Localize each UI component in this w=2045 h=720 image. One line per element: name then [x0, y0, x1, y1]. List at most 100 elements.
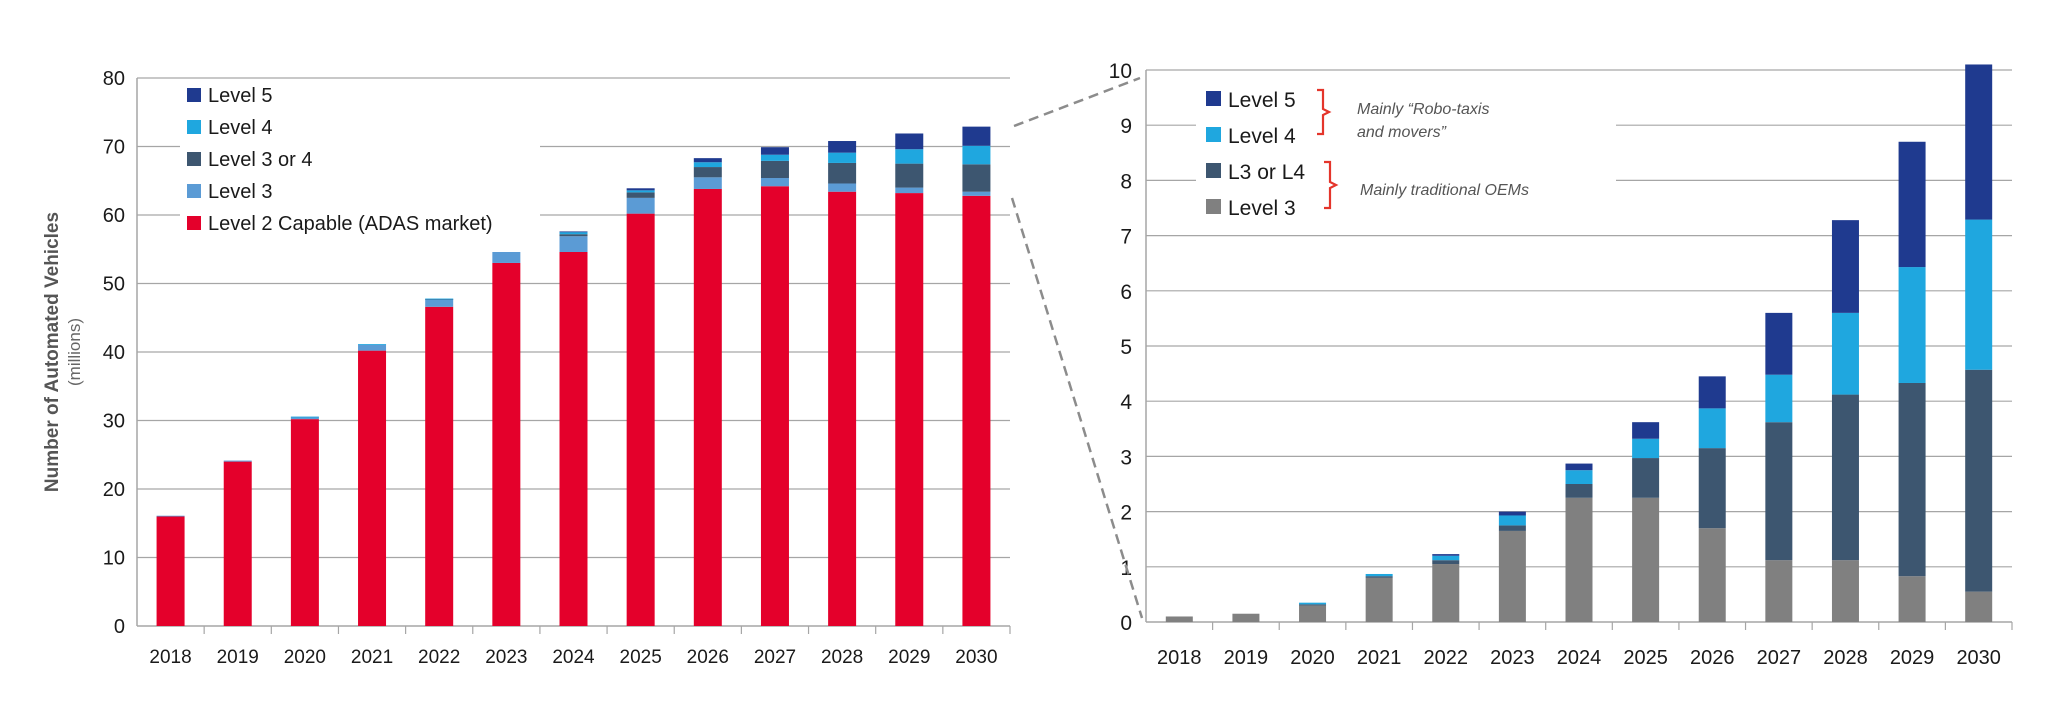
right-bar-level-3: [1898, 576, 1926, 622]
left-bar-level-4: [828, 152, 857, 163]
right-legend-swatch: [1206, 127, 1221, 142]
right-y-tick-label: 8: [1120, 170, 1132, 193]
left-bar-level-2-capable-adas-market: [492, 262, 521, 626]
left-bar-level-2-capable-adas-market: [358, 350, 387, 626]
right-bar-l3-or-l4: [1898, 382, 1926, 577]
left-y-tick-label: 30: [103, 411, 125, 433]
right-bar-level-5: [1432, 554, 1460, 556]
right-y-tick-label: 9: [1120, 115, 1132, 138]
right-y-tick-label: 0: [1120, 612, 1132, 635]
right-bar-level-4: [1698, 408, 1726, 449]
left-bar-level-3: [895, 187, 924, 194]
right-x-tick-label: 2023: [1490, 647, 1535, 669]
left-x-tick-label: 2028: [821, 647, 863, 668]
right-bar-level-3: [1365, 577, 1393, 622]
left-bar-level-2-capable-adas-market: [223, 461, 252, 626]
left-bar-level-3-or-4: [760, 160, 789, 179]
left-y-tick-label: 60: [103, 205, 125, 227]
right-bar-level-5: [1632, 422, 1660, 439]
right-y-tick-label: 6: [1120, 281, 1132, 304]
right-x-tick-label: 2027: [1757, 647, 1802, 669]
bracket-oem: [1324, 160, 1339, 210]
right-x-tick-label: 2019: [1224, 647, 1269, 669]
left-bar-level-2-capable-adas-market: [425, 306, 454, 626]
left-bar-level-5: [559, 231, 588, 233]
left-bar-level-3: [156, 515, 185, 517]
bracket-robotaxi: [1317, 88, 1332, 136]
left-y-tick-label: 0: [114, 616, 125, 638]
left-x-tick-label: 2022: [418, 647, 460, 668]
right-bar-level-3: [1765, 560, 1793, 622]
left-legend-swatch: [187, 184, 201, 198]
left-bar-level-4: [693, 162, 722, 168]
right-y-tick-label: 5: [1120, 336, 1132, 359]
right-bar-l3-or-l4: [1432, 560, 1460, 565]
right-bar-level-5: [1765, 312, 1793, 375]
right-y-tick-label: 4: [1120, 391, 1132, 414]
left-bar-level-3-or-4: [559, 234, 588, 237]
right-x-tick-label: 2020: [1290, 647, 1335, 669]
right-y-tick-label: 10: [1109, 60, 1132, 83]
right-bar-level-4: [1632, 438, 1660, 459]
left-x-tick-label: 2027: [754, 647, 796, 668]
annotation-robotaxi-line2: and movers”: [1357, 124, 1447, 141]
left-bar-level-4: [760, 154, 789, 161]
right-bar-l3-or-l4: [1632, 458, 1660, 498]
right-bar-level-3: [1565, 497, 1593, 622]
left-bar-level-2-capable-adas-market: [828, 191, 857, 626]
left-x-tick-label: 2026: [687, 647, 729, 668]
right-bar-l3-or-l4: [1965, 369, 1993, 592]
right-bar-l3-or-l4: [1299, 604, 1327, 606]
left-bar-level-5: [828, 141, 857, 153]
left-y-axis-units: (millions): [65, 318, 84, 386]
right-bar-l3-or-l4: [1498, 525, 1526, 531]
right-legend-label: Level 5: [1228, 89, 1296, 112]
right-legend-label: Level 4: [1228, 125, 1296, 148]
left-bar-level-3: [559, 236, 588, 252]
left-bar-level-4: [559, 232, 588, 235]
left-bar-level-3: [425, 299, 454, 307]
left-y-tick-label: 20: [103, 479, 125, 501]
left-y-tick-label: 80: [103, 68, 125, 90]
connector-bottom: [1010, 197, 1144, 619]
right-bar-level-3: [1432, 564, 1460, 622]
right-x-tick-label: 2028: [1823, 647, 1868, 669]
left-y-tick-label: 50: [103, 274, 125, 296]
right-bar-level-5: [1898, 141, 1926, 268]
left-bar-level-2-capable-adas-market: [290, 419, 319, 626]
right-bar-level-4: [1831, 312, 1859, 395]
left-x-tick-label: 2023: [485, 647, 527, 668]
left-bar-level-2-capable-adas-market: [559, 251, 588, 627]
right-bar-level-4: [1432, 555, 1460, 561]
left-bar-level-2-capable-adas-market: [693, 188, 722, 626]
left-bar-level-5: [760, 147, 789, 155]
right-bar-level-4: [1498, 515, 1526, 526]
right-legend-swatch: [1206, 91, 1221, 106]
left-bar-level-2-capable-adas-market: [760, 186, 789, 627]
right-legend-label: L3 or L4: [1228, 161, 1305, 184]
left-y-tick-label: 10: [103, 548, 125, 570]
left-legend-label: Level 4: [208, 117, 273, 139]
right-bar-level-4: [1565, 470, 1593, 484]
left-bar-level-3: [962, 191, 991, 196]
left-bar-level-4: [626, 190, 655, 193]
right-x-tick-label: 2030: [1956, 647, 2001, 669]
left-bar-level-5: [895, 133, 924, 150]
right-legend-swatch: [1206, 199, 1221, 214]
right-bar-l3-or-l4: [1365, 576, 1393, 578]
left-bar-level-2-capable-adas-market: [895, 193, 924, 626]
right-bar-l3-or-l4: [1698, 448, 1726, 529]
left-y-tick-label: 40: [103, 342, 125, 364]
left-x-tick-label: 2020: [284, 647, 326, 668]
left-bar-level-2-capable-adas-market: [962, 195, 991, 626]
left-bar-level-5: [962, 126, 991, 146]
right-y-tick-label: 3: [1120, 446, 1132, 469]
right-bar-level-3: [1232, 613, 1260, 622]
left-legend-label: Level 3 or 4: [208, 149, 313, 171]
left-bar-level-3: [626, 197, 655, 214]
right-bar-level-4: [1299, 602, 1327, 605]
right-bar-l3-or-l4: [1765, 422, 1793, 561]
left-bar-level-5: [693, 158, 722, 163]
